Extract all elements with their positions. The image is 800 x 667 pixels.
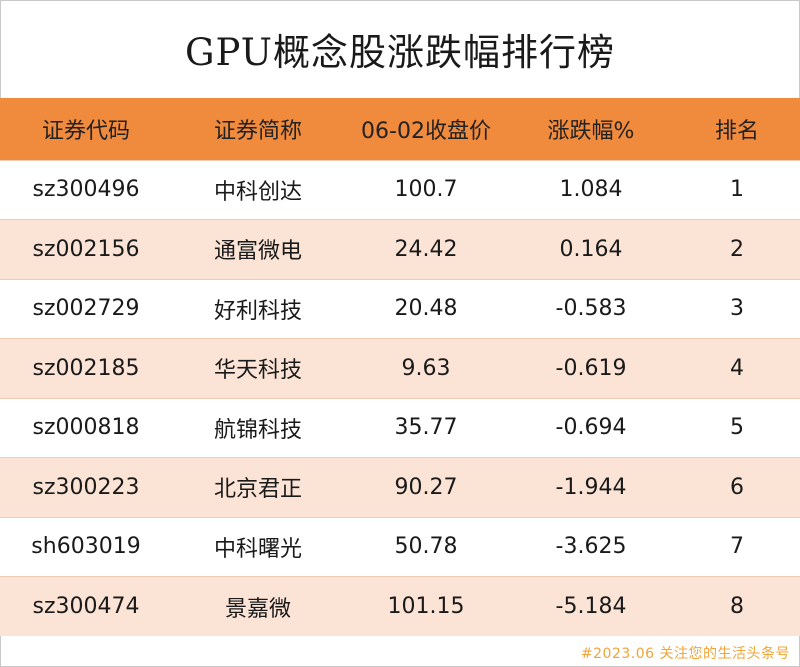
stock-name-cell: 航锦科技 (213, 417, 302, 443)
rank-cell: 4 (730, 355, 744, 381)
stock-code-cell: sz000818 (32, 415, 140, 441)
change-percent-cell: -3.625 (555, 534, 627, 560)
table-header: 证券代码 证券简称 06-02收盘价 涨跌幅% 排名 (0, 98, 800, 160)
table-row: sz300474 景嘉微 101.15 -5.184 8 (0, 576, 800, 636)
change-percent-cell: -1.944 (555, 474, 627, 500)
close-price-cell: 20.48 (394, 296, 458, 322)
stock-name-cell: 北京君正 (213, 477, 302, 503)
rank-cell: 6 (730, 474, 744, 500)
stock-name-cell: 中科曙光 (213, 536, 302, 562)
table-row: sz300223 北京君正 90.27 -1.944 6 (0, 457, 800, 517)
close-price-cell: 100.7 (394, 177, 458, 203)
change-percent-cell: 1.084 (559, 177, 623, 203)
table-row: sh603019 中科曙光 50.78 -3.625 7 (0, 517, 800, 577)
close-price-cell: 35.77 (394, 415, 458, 441)
change-percent-cell: 0.164 (559, 236, 623, 262)
change-percent-cell: -0.583 (555, 296, 627, 322)
stock-name-cell: 华天科技 (213, 358, 302, 384)
stock-code-cell: sz002185 (32, 355, 140, 381)
change-percent-cell: -5.184 (555, 594, 627, 619)
close-price-cell: 50.78 (394, 534, 458, 560)
rank-cell: 3 (730, 296, 744, 322)
ranking-table: 证券代码 证券简称 06-02收盘价 涨跌幅% 排名 sz300496 中科创达… (0, 98, 800, 636)
stock-name-cell: 景嘉微 (224, 596, 291, 622)
rank-cell: 2 (730, 236, 744, 262)
table-row: sz300496 中科创达 100.7 1.084 1 (0, 160, 800, 220)
close-price-cell: 24.42 (394, 236, 458, 262)
stock-code-cell: sz002729 (32, 296, 140, 322)
rank-cell: 7 (730, 534, 744, 560)
stock-name-cell: 中科创达 (213, 179, 302, 205)
change-percent-cell: -0.694 (555, 415, 627, 441)
rank-cell: 1 (730, 177, 744, 203)
change-percent-cell: -0.619 (555, 355, 627, 381)
header-change-percent: 涨跌幅% (547, 118, 635, 144)
close-price-cell: 101.15 (387, 594, 465, 619)
page-title: GPU概念股涨跌幅排行榜 (185, 31, 615, 74)
stock-name-cell: 好利科技 (213, 298, 302, 324)
header-close-price: 06-02收盘价 (361, 118, 491, 144)
stock-name-cell: 通富微电 (213, 239, 302, 265)
table-row: sz002185 华天科技 9.63 -0.619 4 (0, 338, 800, 398)
stock-code-cell: sz300496 (32, 177, 140, 203)
rank-cell: 5 (730, 415, 744, 441)
table-row: sz000818 航锦科技 35.77 -0.694 5 (0, 398, 800, 458)
stock-code-cell: sz002156 (32, 236, 140, 262)
watermark-caption: #2023.06 关注您的生活头条号 (580, 646, 790, 662)
stock-code-cell: sz300223 (32, 474, 140, 500)
header-rank: 排名 (714, 118, 759, 144)
stock-code-cell: sz300474 (32, 594, 140, 619)
table-row: sz002729 好利科技 20.48 -0.583 3 (0, 279, 800, 339)
table-row: sz002156 通富微电 24.42 0.164 2 (0, 219, 800, 279)
close-price-cell: 90.27 (394, 474, 458, 500)
header-stock-name: 证券简称 (213, 118, 302, 144)
table-body: sz300496 中科创达 100.7 1.084 1 sz002156 通富微… (0, 160, 800, 636)
close-price-cell: 9.63 (401, 355, 451, 381)
header-stock-code: 证券代码 (41, 118, 130, 144)
stock-code-cell: sh603019 (31, 534, 141, 560)
header-row: 证券代码 证券简称 06-02收盘价 涨跌幅% 排名 (0, 98, 800, 160)
rank-cell: 8 (730, 594, 744, 619)
